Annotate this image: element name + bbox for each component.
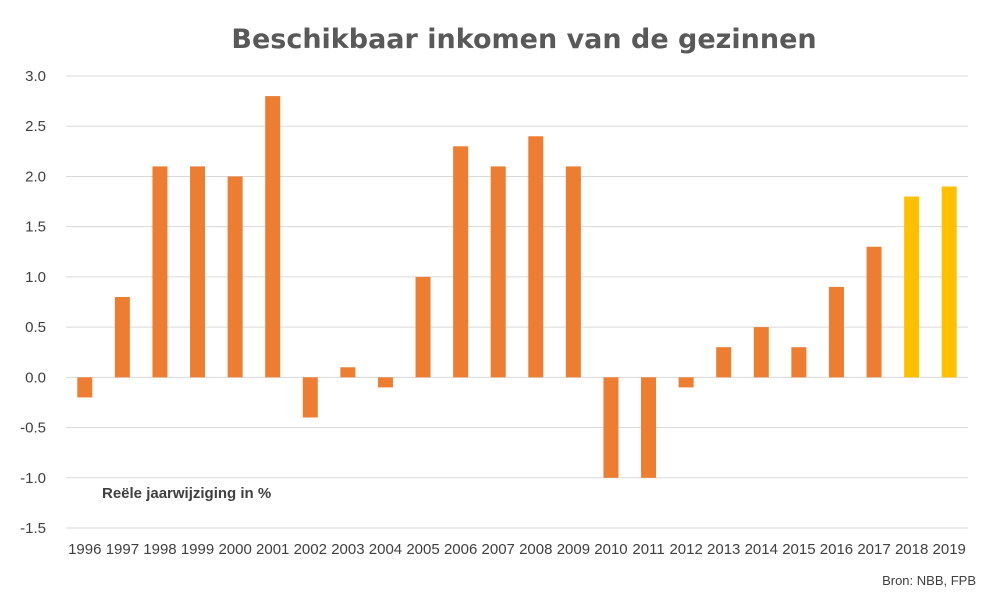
y-tick-label: 1.0: [25, 269, 46, 286]
x-tick-label: 2008: [519, 541, 552, 558]
x-tick-label: 2019: [933, 541, 966, 558]
y-tick-label: 2.5: [25, 118, 46, 135]
x-tick-label: 2009: [557, 541, 590, 558]
x-tick-label: 2015: [782, 541, 815, 558]
x-tick-label: 2013: [707, 541, 740, 558]
x-tick-label: 2010: [594, 541, 627, 558]
bar-2011: [641, 377, 657, 478]
y-tick-label: 0.5: [25, 319, 46, 336]
x-tick-label: 2005: [406, 541, 439, 558]
bar-2013: [716, 347, 732, 378]
x-tick-label: 2014: [745, 541, 778, 558]
x-tick-label: 2011: [632, 541, 664, 558]
x-tick-label: 1998: [143, 541, 176, 558]
bar-2010: [603, 377, 619, 478]
y-tick-label: 2.0: [25, 168, 46, 185]
bar-2015: [791, 347, 807, 378]
x-tick-label: 2012: [669, 541, 702, 558]
y-tick-label: 3.0: [25, 68, 46, 85]
bar-2002: [302, 377, 318, 418]
x-tick-label: 2004: [369, 541, 402, 558]
bar-2018: [904, 196, 920, 378]
bar-2005: [415, 276, 431, 378]
x-tick-label: 2006: [444, 541, 477, 558]
y-tick-label: 0.0: [25, 369, 46, 386]
x-tick-label: 2001: [256, 541, 289, 558]
bar-2009: [565, 166, 581, 378]
y-tick-label: -1.5: [20, 520, 46, 537]
x-tick-label: 2018: [895, 541, 928, 558]
bar-2006: [453, 146, 469, 378]
x-tick-label: 2002: [294, 541, 327, 558]
bar-2007: [490, 166, 506, 378]
bar-2019: [941, 186, 957, 378]
bar-1997: [114, 296, 130, 378]
y-tick-label: -1.0: [20, 470, 46, 487]
chart-annotation: Reële jaarwijziging in %: [102, 485, 271, 502]
x-tick-label: 2016: [820, 541, 853, 558]
bar-1999: [190, 166, 206, 378]
bars: [77, 96, 957, 478]
bar-1996: [77, 377, 93, 398]
x-tick-label: 2000: [218, 541, 251, 558]
x-tick-label: 1996: [68, 541, 101, 558]
chart-title: Beschikbaar inkomen van de gezinnen: [231, 24, 816, 55]
bar-2016: [828, 286, 844, 378]
bar-2003: [340, 367, 356, 378]
bar-2008: [528, 136, 544, 378]
bar-1998: [152, 166, 168, 378]
bar-2014: [753, 327, 769, 378]
x-tick-label: 2017: [857, 541, 890, 558]
x-tick-label: 1999: [181, 541, 214, 558]
y-tick-label: 1.5: [25, 219, 46, 236]
y-tick-label: -0.5: [20, 420, 46, 437]
bar-2001: [265, 96, 281, 378]
x-axis-ticks: 1996 1997 1998 1999 2000 2001 2002 2003 2004 2005…: [68, 541, 966, 558]
x-tick-label: 2003: [331, 541, 364, 558]
bar-2000: [227, 176, 243, 378]
gridlines: [66, 75, 968, 529]
bar-2017: [866, 246, 882, 378]
bar-2012: [678, 377, 694, 388]
source-note: Bron: NBB, FPB: [882, 573, 976, 588]
y-axis-ticks: 3.0 2.5 2.0 1.5 1.0 0.5 0.0 -0.5 -1.0 -1.5: [20, 68, 46, 537]
x-tick-label: 2007: [482, 541, 515, 558]
x-tick-label: 1997: [106, 541, 139, 558]
bar-2004: [377, 377, 393, 388]
